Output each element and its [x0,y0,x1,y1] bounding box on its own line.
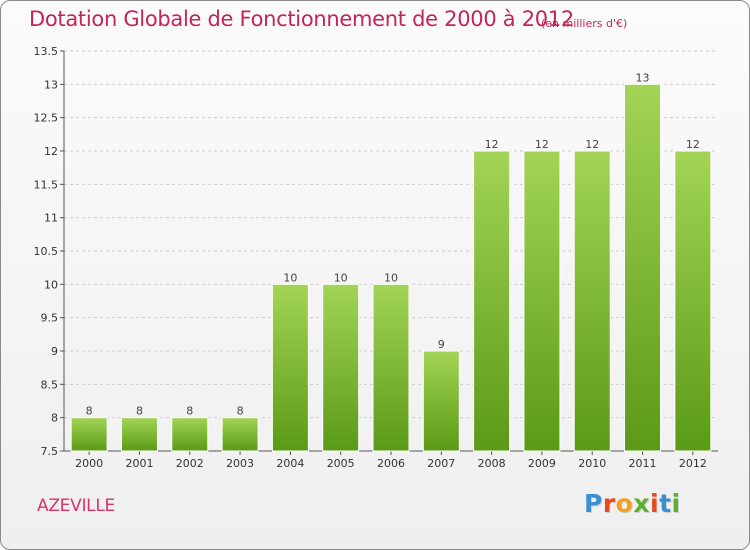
x-tick-label: 2007 [427,457,455,470]
y-tick-label: 11 [44,212,58,225]
bar-2007 [422,350,460,452]
x-tick-label: 2011 [629,457,657,470]
labels: 7.5 8 8.5 9 9.5 10 10.5 11 11.5 12 12.5 13 13.5 2000 8… [34,45,707,470]
x-tick-label: 2000 [75,457,103,470]
bar-2011 [624,83,662,452]
y-tick-label: 12.5 [34,112,59,125]
y-tick-label: 7.5 [41,445,59,458]
x-tick-label: 2001 [125,457,153,470]
y-tick-label: 12 [44,145,58,158]
bar-value-label: 10 [334,271,348,284]
bar-2010 [573,150,611,452]
x-tick-label: 2002 [176,457,204,470]
bar-value-label: 12 [535,138,549,151]
bar-value-label: 8 [86,405,93,418]
y-tick-label: 11.5 [34,178,59,191]
x-tick-label: 2004 [276,457,304,470]
x-tick-label: 2005 [327,457,355,470]
chart-unit: (en milliers d'€) [541,17,628,30]
x-tick-label: 2012 [679,457,707,470]
logo-letter: r [602,489,616,518]
x-tick-label: 2008 [478,457,506,470]
bar-2006 [372,283,410,452]
y-tick-label: 8 [51,412,58,425]
bar-2001 [120,417,158,452]
y-tick-label: 10.5 [34,245,59,258]
bar-2002 [171,417,209,452]
chart-title: Dotation Globale de Fonctionnement de 20… [29,7,574,31]
logo-letter: x [633,489,650,518]
proxiti-logo[interactable]: Proxiti [584,489,681,518]
bar-value-label: 13 [636,71,650,84]
y-tick-label: 13.5 [34,45,59,58]
bar-value-label: 9 [438,338,445,351]
bar-value-label: 12 [585,138,599,151]
x-tick-label: 2003 [226,457,254,470]
logo-letter: i [671,489,681,518]
y-tick-label: 8.5 [41,378,59,391]
bar-value-label: 10 [283,271,297,284]
y-tick-label: 9.5 [41,312,59,325]
bar-value-label: 8 [136,405,143,418]
logo-letter: P [584,489,603,518]
bar-2009 [523,150,561,452]
y-tick-label: 9 [51,345,58,358]
commune-name: AZEVILLE [37,496,115,516]
x-tick-label: 2010 [578,457,606,470]
bar-2005 [322,283,360,452]
x-tick-label: 2006 [377,457,405,470]
y-tick-label: 13 [44,78,58,91]
bar-2008 [473,150,511,452]
bar-value-label: 12 [686,138,700,151]
bar-2004 [271,283,309,452]
bar-value-label: 12 [485,138,499,151]
bar-2012 [674,150,712,452]
logo-letter: t [659,489,672,518]
bar-2000 [70,417,108,452]
bar-value-label: 8 [186,405,193,418]
bar-value-label: 8 [237,405,244,418]
y-tick-label: 10 [44,278,58,291]
logo-letter: o [615,489,634,518]
bar-value-label: 10 [384,271,398,284]
bars [70,83,712,452]
logo-letter: i [650,489,660,518]
x-tick-label: 2009 [528,457,556,470]
bar-2003 [221,417,259,452]
